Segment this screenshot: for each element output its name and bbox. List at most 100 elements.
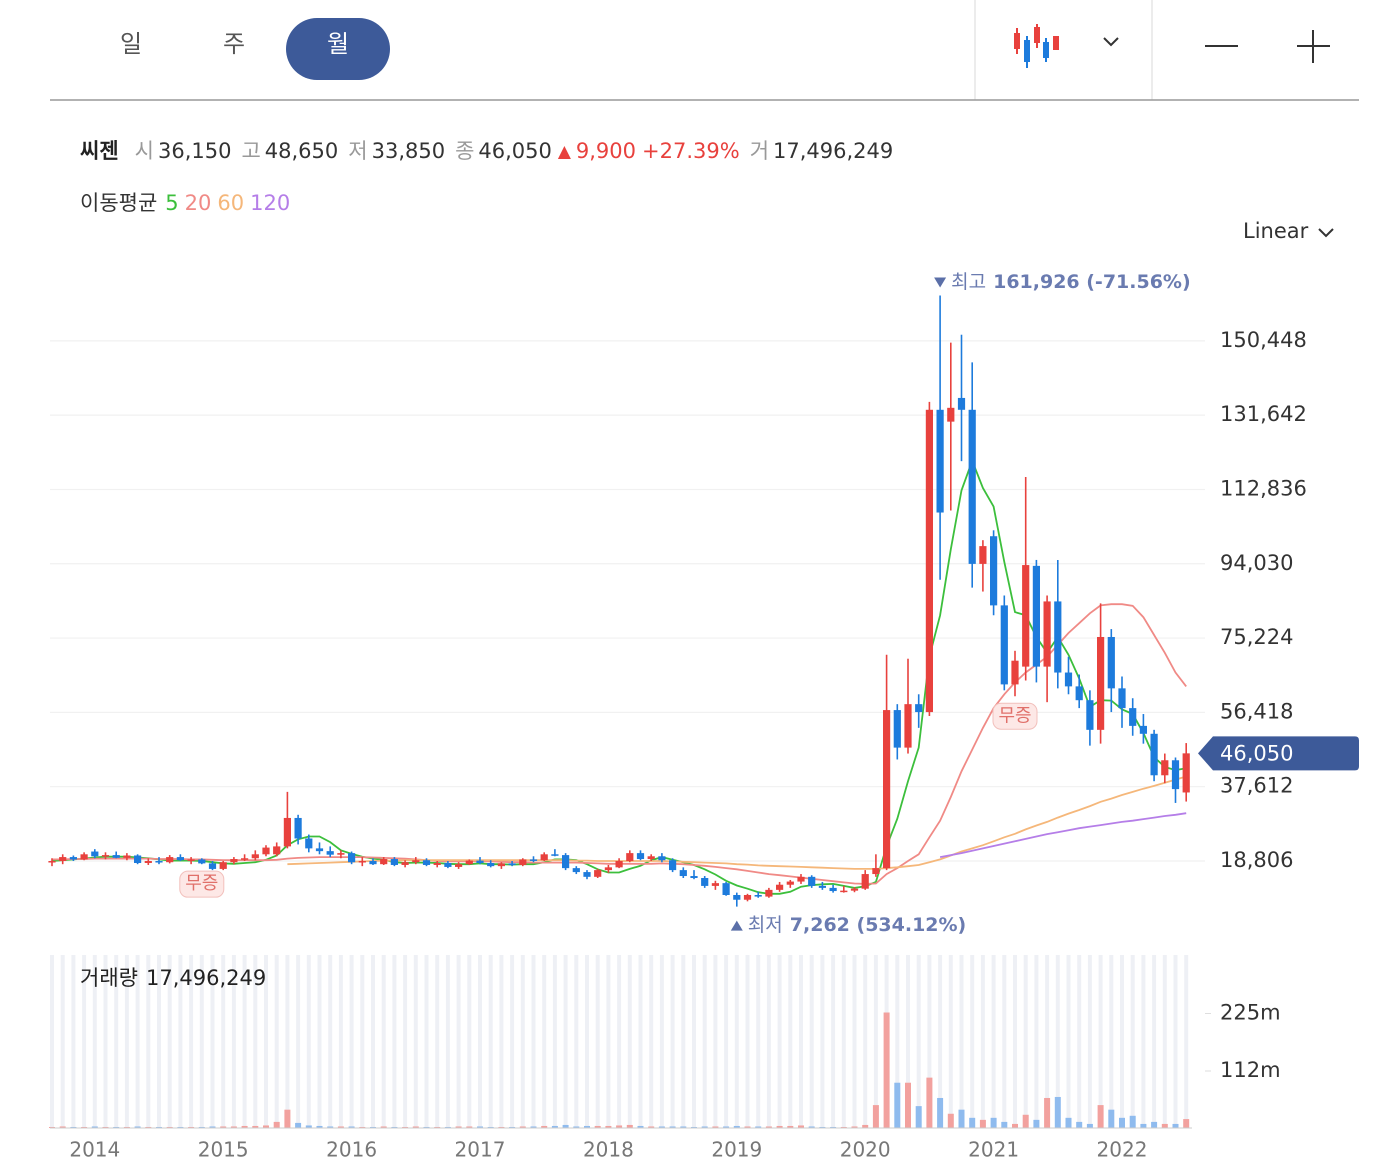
- candle-body: [636, 853, 645, 860]
- volume-bar: [1129, 1115, 1136, 1128]
- ohlc-label: 시: [135, 139, 154, 163]
- volume-bar: [455, 1126, 462, 1128]
- scale-label[interactable]: Linear: [1243, 219, 1309, 243]
- candle-body: [765, 889, 773, 897]
- volume-bar: [701, 1126, 708, 1128]
- volume-bar: [444, 1126, 451, 1128]
- volume-bar: [134, 1126, 141, 1128]
- candle-body: [1022, 565, 1030, 667]
- candle-body: [326, 851, 334, 855]
- candle-body: [861, 874, 869, 889]
- candle-body: [1043, 601, 1051, 667]
- volume-bar: [359, 1126, 366, 1128]
- volume-bar: [1033, 1119, 1040, 1128]
- volume-bar: [808, 1126, 815, 1128]
- candle-body: [390, 859, 398, 865]
- candle-body: [540, 854, 548, 861]
- candle-body: [850, 888, 859, 891]
- candle-body: [797, 876, 805, 882]
- candle-body: [754, 894, 762, 897]
- chart-type-icon[interactable]: [1014, 24, 1059, 68]
- tab[interactable]: 월: [327, 30, 349, 58]
- scale-selector[interactable]: Linear: [1243, 219, 1334, 243]
- volume-bar: [883, 1012, 890, 1128]
- volume-bar: [113, 1126, 120, 1128]
- scale-chevron[interactable]: [1318, 228, 1334, 238]
- volume-bar: [798, 1125, 804, 1128]
- volume-bar: [466, 1126, 473, 1128]
- zoom-in-button[interactable]: [1297, 30, 1330, 63]
- candle-body: [465, 860, 473, 865]
- candle-body: [176, 857, 184, 861]
- event-badge: [992, 702, 1038, 730]
- volume-bar: [947, 1113, 954, 1128]
- volume-bar: [81, 1126, 88, 1128]
- volume-bar: [230, 1126, 237, 1128]
- candle-body: [1032, 565, 1040, 667]
- candle-body: [262, 847, 270, 855]
- change-percent: +27.39%: [642, 139, 740, 163]
- ohlc-value: 33,850: [372, 139, 445, 163]
- volume-bar: [616, 1125, 623, 1128]
- candle-body: [91, 851, 99, 857]
- volume-bar: [680, 1126, 687, 1128]
- volume-bar: [252, 1125, 259, 1128]
- candle-body: [283, 817, 291, 847]
- x-tick-label: 2021: [968, 1138, 1019, 1162]
- candle-body: [433, 862, 441, 865]
- volume-bar: [637, 1125, 644, 1128]
- volume-bar: [830, 1126, 837, 1128]
- candle-body: [562, 855, 570, 869]
- y-tick-label: 131,642: [1220, 402, 1307, 426]
- dropdown-chevron[interactable]: [1103, 37, 1119, 47]
- candle-body: [1011, 660, 1019, 685]
- candle-body: [915, 704, 923, 713]
- volume-bar: [658, 1126, 665, 1128]
- volume-bar: [840, 1126, 847, 1128]
- candle-body: [101, 855, 110, 857]
- candle-body: [1118, 688, 1126, 709]
- volume-bar: [669, 1126, 676, 1128]
- candle-body: [519, 859, 527, 865]
- volume-bar: [434, 1126, 441, 1128]
- volume-tick-label: 112m: [1220, 1058, 1281, 1082]
- candle-body: [583, 872, 591, 877]
- legend-entry: 60: [217, 191, 244, 215]
- candle-body: [733, 894, 741, 900]
- volume-bar: [562, 1124, 569, 1128]
- volume-bar: [1076, 1121, 1083, 1128]
- candle-body: [401, 862, 409, 865]
- candle-body: [348, 853, 356, 863]
- tab[interactable]: 일: [120, 30, 142, 58]
- candle-body: [144, 861, 152, 863]
- candle-body: [743, 894, 752, 900]
- tab[interactable]: 주: [223, 30, 245, 58]
- volume-bar: [872, 1105, 879, 1128]
- volume-bar: [1012, 1123, 1018, 1128]
- x-tick-label: 2020: [840, 1138, 891, 1162]
- volume-title-value: 17,496,249: [146, 966, 266, 990]
- candle-body: [1097, 636, 1105, 730]
- ohlc-label: 종: [455, 139, 474, 163]
- volume-bar: [123, 1126, 130, 1128]
- candle-body: [476, 860, 484, 863]
- candle-body: [947, 407, 955, 422]
- candle-body: [80, 854, 88, 860]
- candle-body: [112, 855, 120, 858]
- candle-body: [1161, 760, 1169, 776]
- y-tick-label: 37,612: [1220, 774, 1293, 798]
- low-label: 최저: [748, 914, 783, 936]
- selected-tab-pill[interactable]: [286, 18, 390, 80]
- volume-bar: [177, 1126, 184, 1128]
- volume-bar: [295, 1122, 302, 1128]
- volume-bar: [733, 1125, 740, 1128]
- volume-bar: [776, 1125, 783, 1128]
- candle-body: [808, 876, 816, 886]
- candle-body: [979, 546, 987, 564]
- volume-bar: [70, 1126, 77, 1128]
- y-tick-label: 56,418: [1220, 699, 1293, 723]
- candle-body: [1171, 760, 1180, 790]
- volume-bar: [819, 1126, 826, 1128]
- y-tick-label: 150,448: [1220, 328, 1307, 352]
- candle-body: [786, 881, 794, 885]
